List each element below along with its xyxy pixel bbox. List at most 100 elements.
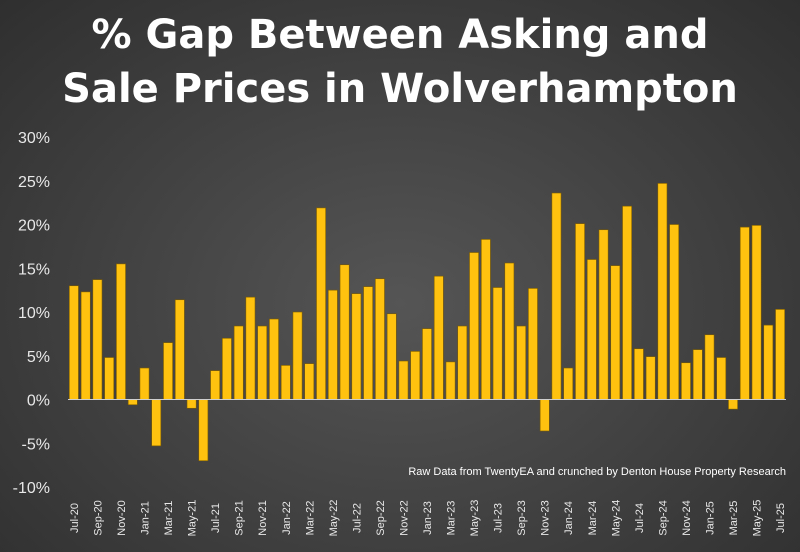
x-tick-label: Jul-21 xyxy=(210,503,222,533)
x-tick-label: Nov-22 xyxy=(398,500,410,535)
x-tick-label: Nov-20 xyxy=(116,500,128,535)
y-tick-label: -5% xyxy=(22,436,50,453)
bar-Jan-21 xyxy=(139,367,150,400)
bar-Dec-23 xyxy=(551,192,562,400)
x-tick-label: Jul-22 xyxy=(351,503,363,533)
bar-Dec-20 xyxy=(127,399,138,406)
bar-Oct-22 xyxy=(386,313,397,400)
x-tick-label: Sep-24 xyxy=(657,500,669,535)
bar-Oct-20 xyxy=(104,357,115,400)
x-tick-label: May-25 xyxy=(752,500,764,537)
x-tick-label: Jul-25 xyxy=(775,503,787,533)
chart-title: % Gap Between Asking and Sale Prices in … xyxy=(0,8,800,116)
bar-Jul-21 xyxy=(210,370,221,400)
bar-Feb-22 xyxy=(292,311,303,400)
bar-Aug-23 xyxy=(504,262,515,400)
x-axis-ticks: Jul-20 Sep-20 Nov-20 Jan-21 Mar-21 May-21 Jul-… xyxy=(69,500,787,537)
bar-Jun-23 xyxy=(480,239,491,400)
bar-Jul-22 xyxy=(351,293,362,400)
bar-Mar-21 xyxy=(163,342,173,400)
source-annotation: Raw Data from TwentyEA and crunched by D… xyxy=(408,466,786,478)
y-tick-label: 25% xyxy=(18,174,50,191)
bar-Sep-22 xyxy=(375,278,385,400)
chart-title-line-1: % Gap Between Asking and xyxy=(91,12,709,58)
x-tick-label: May-21 xyxy=(187,500,199,537)
x-tick-label: May-24 xyxy=(610,500,622,537)
x-tick-label: Nov-24 xyxy=(681,500,693,535)
bar-Apr-21 xyxy=(174,299,185,400)
bars xyxy=(68,183,786,462)
bar-Jul-23 xyxy=(492,287,503,400)
bar-Aug-21 xyxy=(222,337,232,400)
bar-Nov-21 xyxy=(257,325,268,400)
bar-Dec-24 xyxy=(692,349,703,400)
bar-Jul-20 xyxy=(68,285,79,400)
bar-Nov-24 xyxy=(681,362,691,400)
bar-Jun-21 xyxy=(198,399,209,462)
bar-May-22 xyxy=(327,289,338,400)
bar-Feb-25 xyxy=(716,357,727,400)
x-tick-label: Jan-22 xyxy=(281,501,293,535)
x-tick-label: Sep-21 xyxy=(234,500,246,535)
y-tick-label: 0% xyxy=(27,393,50,410)
bar-May-21 xyxy=(186,399,197,409)
bar-Jun-25 xyxy=(763,324,774,400)
bar-Mar-22 xyxy=(304,363,315,400)
bar-Jan-25 xyxy=(704,334,715,400)
y-axis-ticks: -10% -5% 0% 5% 10% 15% 20% 25% 30% xyxy=(13,130,50,497)
bar-Nov-23 xyxy=(539,399,550,432)
bar-Jul-25 xyxy=(775,309,786,400)
x-tick-label: Mar-23 xyxy=(446,501,458,536)
chart-title-line-2: Sale Prices in Wolverhampton xyxy=(62,66,738,112)
x-tick-label: Sep-23 xyxy=(516,500,528,535)
bar-Nov-22 xyxy=(398,360,409,400)
bar-Apr-25 xyxy=(739,226,750,400)
x-tick-label: Sep-20 xyxy=(92,500,104,535)
x-tick-label: Mar-22 xyxy=(304,501,316,536)
x-tick-label: Jan-21 xyxy=(140,501,152,535)
x-tick-label: Jul-24 xyxy=(634,503,646,533)
bar-Mar-23 xyxy=(445,361,456,400)
x-tick-label: Mar-24 xyxy=(587,501,599,536)
x-tick-label: Nov-21 xyxy=(257,500,269,535)
x-tick-label: Mar-21 xyxy=(163,501,175,536)
x-tick-label: May-22 xyxy=(328,500,340,537)
y-tick-label: 30% xyxy=(18,130,50,147)
bar-Sep-24 xyxy=(657,183,668,400)
bar-Jun-24 xyxy=(622,205,632,400)
x-tick-label: Jan-23 xyxy=(422,501,434,535)
bar-Sep-23 xyxy=(516,325,527,400)
y-tick-label: 15% xyxy=(18,261,50,278)
y-tick-label: 5% xyxy=(27,349,50,366)
bar-Nov-20 xyxy=(116,263,126,400)
bar-Feb-24 xyxy=(575,223,585,400)
y-tick-label: -10% xyxy=(13,480,50,497)
bar-May-25 xyxy=(751,225,762,400)
x-tick-label: Jan-24 xyxy=(563,501,575,535)
bar-Aug-20 xyxy=(80,291,91,400)
bar-Dec-21 xyxy=(269,318,279,400)
bar-Feb-21 xyxy=(151,399,162,447)
bar-Jun-22 xyxy=(339,264,350,400)
bar-Feb-23 xyxy=(433,275,444,400)
bar-Apr-24 xyxy=(598,229,609,400)
bar-Sep-20 xyxy=(92,279,103,400)
x-tick-label: Nov-23 xyxy=(540,500,552,535)
x-tick-label: Jan-25 xyxy=(704,501,716,535)
bar-Jul-24 xyxy=(633,348,644,400)
y-tick-label: 10% xyxy=(18,305,50,322)
bar-Dec-22 xyxy=(410,351,421,400)
bar-Oct-21 xyxy=(245,296,256,400)
bar-May-24 xyxy=(610,265,621,400)
y-tick-label: 20% xyxy=(18,218,50,235)
bar-Sep-21 xyxy=(233,325,244,400)
bar-Oct-24 xyxy=(669,224,680,400)
x-tick-label: Jul-23 xyxy=(493,503,505,533)
bar-Jan-23 xyxy=(422,328,432,400)
x-tick-label: Jul-20 xyxy=(69,503,81,533)
bar-Jan-22 xyxy=(280,365,291,400)
x-tick-label: May-23 xyxy=(469,500,481,537)
bar-Oct-23 xyxy=(528,288,538,400)
bar-Jan-24 xyxy=(563,367,574,400)
